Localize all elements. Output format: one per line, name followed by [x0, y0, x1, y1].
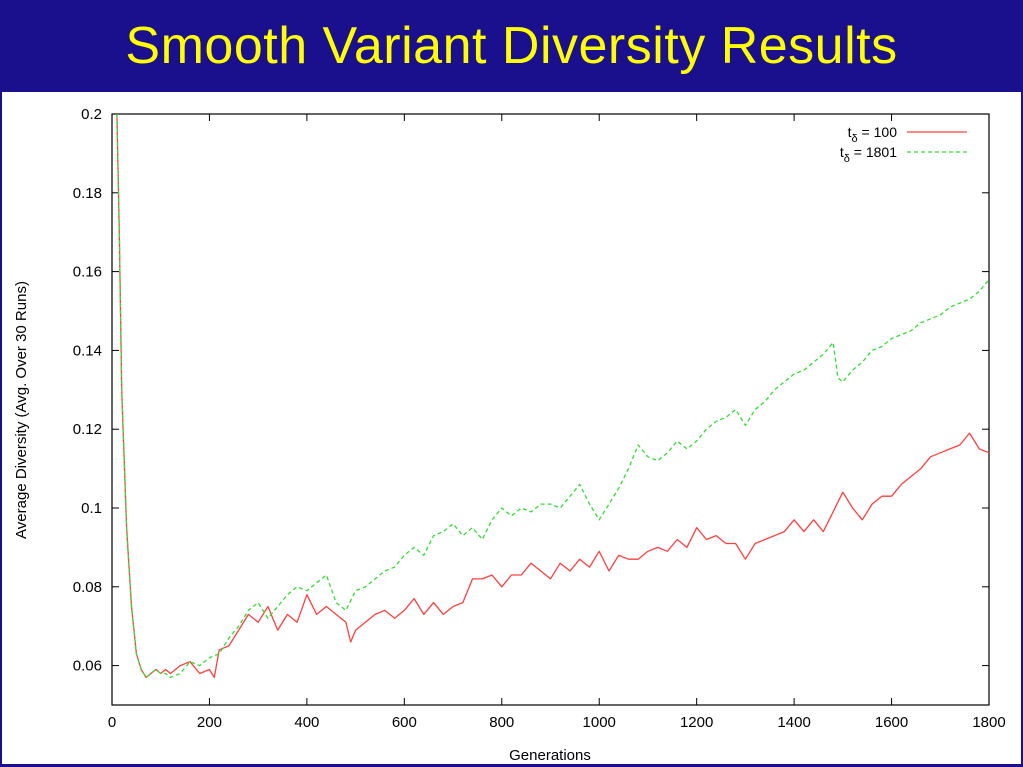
series-line-1	[116, 113, 990, 679]
x-tick-label: 1000	[583, 714, 616, 731]
y-tick-label: 0.12	[73, 421, 102, 438]
slide-title: Smooth Variant Diversity Results	[125, 17, 898, 75]
y-tick-label: 0.16	[73, 264, 102, 281]
y-tick-label: 0.14	[73, 342, 102, 359]
title-bar: Smooth Variant Diversity Results	[0, 0, 1023, 92]
y-tick-label: 0.2	[81, 106, 102, 123]
x-tick-label: 400	[294, 714, 319, 731]
x-tick-label: 1800	[972, 714, 1005, 731]
axis-ticks: 0 200 400 600 800 1000 1200 1400 1600 1800 0.06 0.0…	[73, 106, 1006, 731]
x-tick-label: 200	[197, 714, 222, 731]
x-tick-label: 0	[108, 714, 116, 731]
x-tick-label: 600	[392, 714, 417, 731]
line-chart: 0 200 400 600 800 1000 1200 1400 1600 1800 0.06 0.0…	[13, 106, 1006, 764]
y-tick-label: 0.18	[73, 185, 102, 202]
y-tick-label: 0.08	[73, 579, 102, 596]
x-axis-label: Generations	[509, 747, 591, 764]
x-tick-label: 1600	[875, 714, 908, 731]
plot-frame	[111, 113, 990, 706]
legend-label-2: tδ = 1801	[840, 144, 897, 165]
legend-label-1: tδ = 100	[848, 124, 898, 145]
y-tick-label: 0.06	[73, 658, 102, 675]
x-tick-label: 1400	[777, 714, 810, 731]
y-axis-label: Average Diversity (Avg. Over 30 Runs)	[13, 281, 30, 539]
plot-panel: 0 200 400 600 800 1000 1200 1400 1600 1800 0.06 0.0…	[2, 92, 1021, 764]
y-tick-label: 0.1	[81, 500, 102, 517]
x-tick-label: 800	[489, 714, 514, 731]
series-group	[116, 113, 990, 679]
x-tick-label: 1200	[680, 714, 713, 731]
series-line-2	[116, 113, 990, 679]
